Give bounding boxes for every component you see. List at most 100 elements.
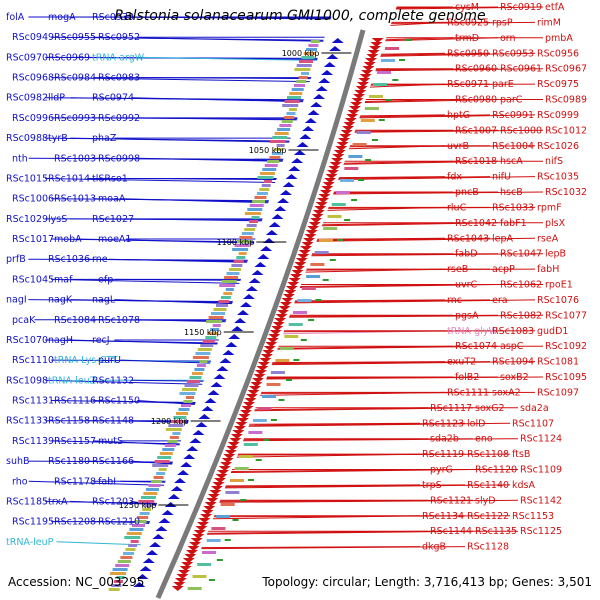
- reverse-strand-arrow: [335, 146, 348, 151]
- reverse-strand-arrow: [198, 518, 211, 523]
- forward-strand-arrow: [257, 254, 270, 259]
- gene-label-forward: RSc1110: [12, 355, 54, 366]
- connector-line-forward: [56, 541, 141, 546]
- feature-block: [205, 336, 217, 339]
- tick-label: 1250 kbp: [119, 501, 157, 510]
- feature-block: [207, 332, 218, 335]
- connector-line-forward: [93, 36, 324, 42]
- feature-block: [249, 204, 264, 207]
- reverse-strand-arrow: [232, 430, 245, 435]
- connector-line-forward: [70, 500, 157, 505]
- reverse-strand-arrow: [223, 454, 236, 459]
- gene-label-forward: nagK: [48, 295, 73, 306]
- feature-block: [212, 324, 221, 327]
- reverse-strand-arrow: [257, 362, 270, 367]
- feature-block: [237, 240, 251, 243]
- reverse-strand-arrow: [344, 118, 357, 123]
- feature-block: [262, 395, 276, 398]
- forward-strand-arrow: [323, 62, 336, 67]
- forward-strand-arrow: [207, 390, 220, 395]
- gene-label-forward: RSc1203: [92, 496, 134, 507]
- gene-connector-lines: [28, 6, 544, 550]
- gene-label-forward: tRNA-leuZ: [48, 375, 97, 386]
- gene-label-reverse: RSc1117: [430, 403, 472, 414]
- feature-block: [252, 200, 266, 203]
- connector-line-reverse: [219, 499, 519, 503]
- connector-line-reverse: [349, 145, 536, 148]
- gene-label-reverse: RSc0960: [455, 64, 497, 75]
- feature-block: [284, 116, 295, 119]
- gene-label-forward: RSc0992: [98, 113, 140, 124]
- gene-label-reverse: trpS: [422, 480, 442, 491]
- reverse-strand-arrow: [308, 222, 321, 227]
- connector-line-forward: [120, 359, 211, 364]
- feature-block: [216, 304, 228, 307]
- gene-label-reverse: RSc1043: [447, 233, 489, 244]
- feature-block: [197, 348, 212, 351]
- feature-block: [186, 396, 194, 399]
- feature-block: [306, 275, 321, 278]
- connector-line-reverse: [395, 6, 544, 10]
- reverse-strand-arrow: [189, 542, 202, 547]
- forward-strand-arrow: [277, 198, 290, 203]
- gene-label-forward: pcaK: [12, 315, 36, 326]
- forward-strand-arrow: [248, 278, 261, 283]
- gene-label-forward: fabI: [98, 476, 116, 487]
- reverse-strand-arrow: [336, 142, 349, 147]
- feature-block: [254, 196, 267, 199]
- feature-block: [288, 323, 303, 326]
- feature-block: [178, 408, 190, 411]
- gene-label-forward: RSc1157: [54, 436, 96, 447]
- forward-strand-arrow: [279, 190, 292, 195]
- gene-label-reverse: RSc0991: [492, 110, 534, 121]
- gene-label-reverse: RSc1119: [422, 449, 464, 460]
- gene-label-forward: RSc1185: [6, 496, 48, 507]
- reverse-strand-arrow: [181, 562, 194, 567]
- connector-line-reverse: [360, 114, 446, 117]
- gene-label-reverse: rpoE1: [545, 280, 573, 291]
- reverse-strand-arrow: [280, 302, 292, 307]
- gene-label-reverse: RSc0971: [447, 79, 489, 90]
- forward-strand-arrow: [260, 246, 273, 251]
- gene-label-reverse: RSc1124: [520, 434, 562, 445]
- feature-block: [152, 464, 169, 467]
- gene-label-reverse: plsX: [545, 218, 566, 229]
- connector-line-forward: [45, 178, 276, 183]
- connector-line-forward: [137, 77, 311, 80]
- feature-block: [277, 128, 291, 131]
- feature-block: [132, 524, 145, 527]
- reverse-strand-arrow: [340, 130, 353, 135]
- gene-label-reverse: RSc1047: [500, 249, 542, 260]
- gene-label-forward: RSc1210: [98, 517, 140, 528]
- feature-block: [291, 88, 304, 91]
- gene-label-reverse: RSc1142: [520, 495, 562, 506]
- gene-label-forward: RSc1132: [92, 375, 134, 386]
- accession-text: Accession: NC_003295: [8, 575, 145, 589]
- feature-block: [143, 492, 158, 495]
- forward-strand-arrow: [268, 222, 281, 227]
- feature-block: [192, 356, 209, 359]
- reverse-strand-arrow: [256, 366, 269, 371]
- gene-label-reverse: RSc1076: [537, 295, 579, 306]
- reverse-strand-arrow: [210, 486, 223, 491]
- feature-block: [116, 576, 125, 579]
- gene-label-reverse: RSc1125: [520, 526, 562, 537]
- gene-label-reverse: parE: [492, 79, 514, 90]
- gene-label-reverse: fabD: [455, 249, 478, 260]
- reverse-strand-arrow: [201, 510, 214, 515]
- connector-line-forward: [51, 278, 240, 284]
- gene-label-forward: tlSRso1: [92, 174, 128, 185]
- gene-label-reverse: RSc1004: [492, 141, 534, 152]
- reverse-strand-arrow: [329, 162, 342, 167]
- gene-label-reverse: pncB: [455, 187, 479, 198]
- feature-block: [234, 467, 249, 470]
- feature-block: [331, 203, 346, 206]
- reverse-strand-arrow: [361, 70, 373, 75]
- feature-block: [153, 476, 164, 479]
- gene-label-forward: nagH: [48, 335, 73, 346]
- gene-label-forward: trxA: [48, 496, 68, 507]
- forward-strand-arrow: [285, 174, 298, 179]
- gene-label-reverse: RSc0961: [500, 64, 542, 75]
- genome-title: Ralstonia solanacearum GMI1000, complete…: [114, 8, 486, 24]
